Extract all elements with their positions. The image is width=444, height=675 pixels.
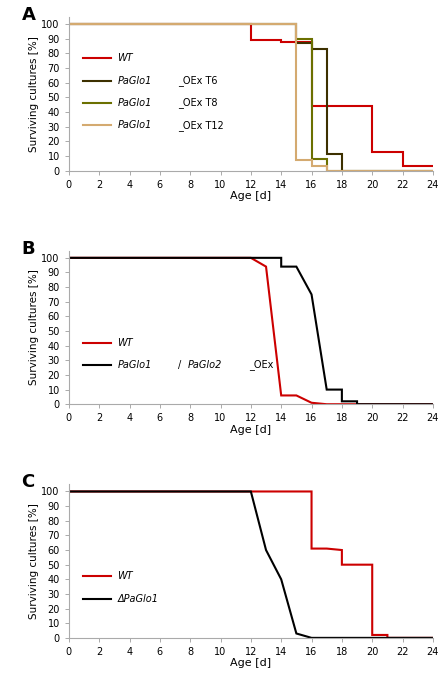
X-axis label: Age [d]: Age [d] — [230, 425, 271, 435]
Y-axis label: Surviving cultures [%]: Surviving cultures [%] — [29, 269, 39, 385]
Text: C: C — [21, 473, 35, 491]
Text: PaGlo1: PaGlo1 — [117, 76, 151, 86]
Text: A: A — [21, 6, 36, 24]
X-axis label: Age [d]: Age [d] — [230, 658, 271, 668]
Text: B: B — [21, 240, 35, 258]
Y-axis label: Surviving cultures [%]: Surviving cultures [%] — [29, 503, 39, 619]
Y-axis label: Surviving cultures [%]: Surviving cultures [%] — [29, 36, 39, 152]
Text: PaGlo2: PaGlo2 — [188, 360, 222, 370]
Text: PaGlo1: PaGlo1 — [117, 120, 151, 130]
Text: WT: WT — [117, 338, 133, 348]
Text: PaGlo1: PaGlo1 — [117, 360, 151, 370]
Text: _OEx: _OEx — [249, 360, 274, 371]
Text: _OEx T6: _OEx T6 — [178, 75, 218, 86]
X-axis label: Age [d]: Age [d] — [230, 191, 271, 201]
Text: _OEx T8: _OEx T8 — [178, 97, 218, 109]
Text: WT: WT — [117, 53, 133, 63]
Text: ΔPaGlo1: ΔPaGlo1 — [117, 594, 158, 603]
Text: PaGlo1: PaGlo1 — [117, 98, 151, 108]
Text: /: / — [178, 360, 182, 370]
Text: WT: WT — [117, 572, 133, 581]
Text: _OEx T12: _OEx T12 — [178, 119, 224, 131]
